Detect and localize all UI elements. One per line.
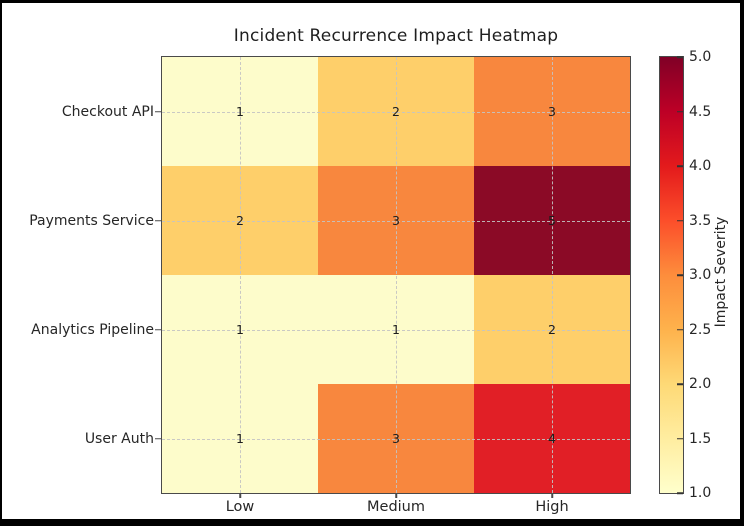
y-axis-label: Analytics Pipeline [31, 321, 154, 338]
colorbar-tick-mark [677, 110, 683, 113]
x-tick-mark [551, 493, 553, 498]
chart-title: Incident Recurrence Impact Heatmap [233, 26, 559, 46]
colorbar-tick-label: 1.0 [689, 485, 712, 501]
colorbar-tick-mark [677, 383, 683, 385]
colorbar-tick-mark [677, 437, 683, 440]
colorbar-tick-label: 5.0 [689, 49, 712, 65]
y-axis-label: Checkout API [61, 103, 154, 120]
y-tick-mark [155, 110, 161, 113]
gridline-horizontal [162, 438, 630, 440]
y-tick-mark [155, 328, 161, 331]
colorbar-axis-label: Impact Severity [713, 216, 729, 328]
colorbar-tick-label: 1.5 [689, 430, 712, 447]
colorbar-tick-mark [677, 56, 683, 58]
cell-value: 2 [548, 322, 556, 337]
gridline-horizontal [162, 111, 630, 113]
colorbar-tick-mark [677, 274, 683, 276]
cell-value: 1 [392, 322, 400, 337]
colorbar-tick-label: 2.0 [689, 376, 712, 392]
x-axis-label: Medium [367, 499, 425, 515]
colorbar-tick-mark [677, 328, 683, 331]
colorbar-tick-mark [677, 492, 683, 494]
gridline-vertical [396, 57, 397, 493]
cell-value: 1 [236, 104, 244, 119]
colorbar-tick-label: 2.5 [689, 321, 712, 338]
y-tick-mark [155, 437, 161, 440]
heatmap-plot: 1 2 3 2 3 5 1 1 2 1 3 4 [161, 56, 631, 494]
x-tick-mark [239, 493, 241, 498]
cell-value: 5 [548, 213, 556, 228]
colorbar-tick-label: 3.5 [689, 212, 712, 229]
colorbar-tick-label: 3.0 [689, 267, 712, 283]
cell-value: 3 [392, 431, 400, 446]
y-axis-label: Payments Service [29, 212, 154, 229]
x-axis-label: High [535, 499, 569, 515]
cell-value: 3 [548, 104, 556, 119]
y-axis-label: User Auth [84, 430, 154, 447]
colorbar-tick-mark [677, 219, 683, 222]
colorbar-tick-mark [677, 165, 683, 167]
colorbar-tick-label: 4.5 [689, 103, 712, 120]
cell-value: 2 [236, 213, 244, 228]
gridline-horizontal [162, 220, 630, 222]
y-tick-mark [155, 219, 161, 222]
gridline-horizontal [162, 329, 630, 331]
gridline-vertical [240, 57, 241, 493]
x-tick-mark [395, 493, 397, 498]
x-axis-label: Low [225, 499, 255, 515]
gridline-vertical [552, 57, 553, 493]
cell-value: 1 [236, 431, 244, 446]
cell-value: 4 [548, 431, 556, 446]
cell-value: 1 [236, 322, 244, 337]
cell-value: 3 [392, 213, 400, 228]
cell-value: 2 [392, 104, 400, 119]
colorbar-tick-label: 4.0 [689, 158, 712, 174]
